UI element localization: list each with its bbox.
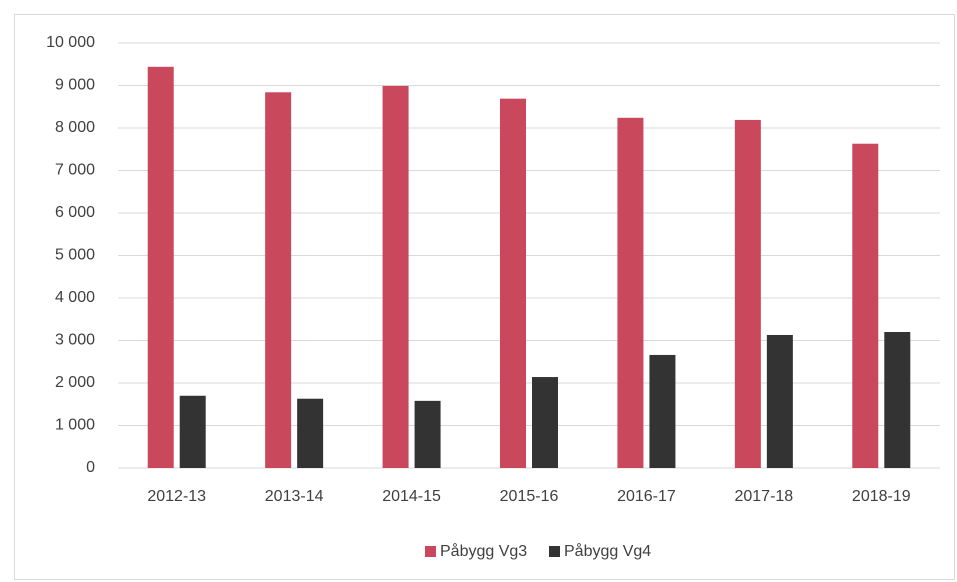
x-tick-label: 2016-17 — [617, 488, 676, 505]
legend-swatch — [549, 546, 560, 557]
bar — [884, 332, 911, 468]
y-tick-label: 0 — [86, 459, 95, 476]
bar — [852, 143, 879, 468]
y-tick-label: 9 000 — [55, 77, 95, 94]
legend-swatch — [425, 546, 436, 557]
legend-label: Påbygg Vg3 — [440, 542, 527, 560]
x-tick-label: 2013-14 — [265, 488, 324, 505]
bar — [500, 98, 526, 469]
bar — [179, 395, 206, 468]
x-tick-label: 2014-15 — [382, 488, 441, 505]
bar — [532, 377, 558, 468]
y-tick-label: 1 000 — [55, 417, 95, 434]
bar — [265, 92, 292, 469]
bar — [734, 119, 761, 469]
y-tick-label: 4 000 — [55, 289, 95, 306]
bar — [297, 398, 324, 468]
bar — [617, 117, 644, 469]
y-tick-label: 3 000 — [55, 332, 95, 349]
bar — [382, 85, 409, 469]
y-tick-label: 2 000 — [55, 374, 95, 391]
y-tick-label: 8 000 — [55, 119, 95, 136]
x-tick-label: 2012-13 — [147, 488, 206, 505]
y-tick-label: 10 000 — [46, 34, 95, 51]
bar — [414, 400, 441, 468]
y-tick-label: 5 000 — [55, 247, 95, 264]
legend-label: Påbygg Vg4 — [564, 542, 651, 560]
bar — [766, 334, 793, 468]
x-tick-label: 2015-16 — [500, 488, 559, 505]
y-tick-label: 7 000 — [55, 162, 95, 179]
bar — [147, 66, 174, 469]
y-tick-label: 6 000 — [55, 204, 95, 221]
x-tick-label: 2017-18 — [734, 488, 793, 505]
x-tick-label: 2018-19 — [852, 488, 911, 505]
bar — [649, 354, 676, 468]
